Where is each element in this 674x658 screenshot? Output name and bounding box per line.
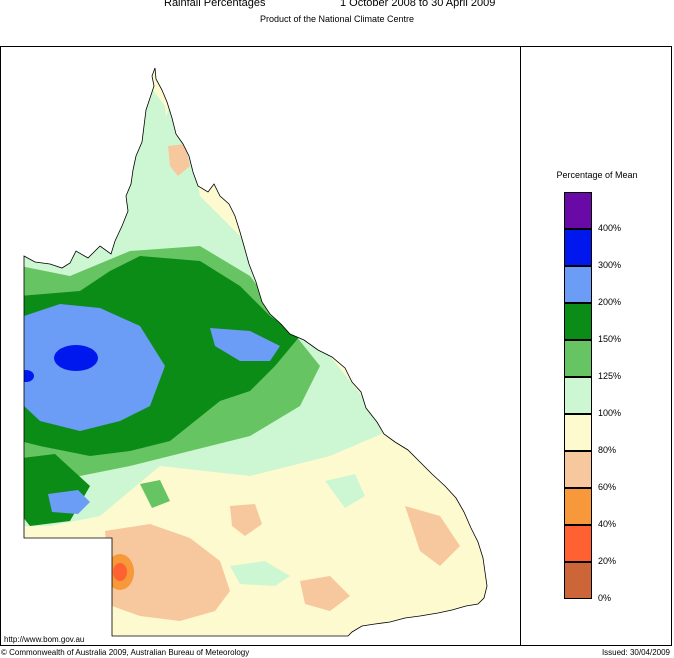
map-subtitle: Product of the National Climate Centre xyxy=(259,14,415,24)
legend-tick-label: 40% xyxy=(598,519,617,529)
legend-swatch xyxy=(564,451,592,488)
footer-url[interactable]: http://www.bom.gov.au xyxy=(4,635,85,644)
map-title: Rainfall Percentages xyxy=(164,0,266,9)
legend-swatch xyxy=(564,192,592,229)
queensland-rainfall-map xyxy=(23,67,488,637)
legend-divider xyxy=(520,46,521,646)
legend-tick-label: 0% xyxy=(598,593,612,603)
legend-title: Percentage of Mean xyxy=(556,170,638,180)
legend-tick-label: 400% xyxy=(598,223,622,233)
footer-copyright: © Commonwealth of Australia 2009, Austra… xyxy=(1,648,250,657)
map-frame xyxy=(0,46,672,646)
legend-swatch xyxy=(564,266,592,303)
legend-tick-label: 60% xyxy=(598,482,617,492)
band-200-300 xyxy=(24,304,165,431)
footer-issued: Issued: 30/04/2009 xyxy=(601,648,670,657)
band-200-300-east xyxy=(210,328,280,361)
band-60-80-southwest xyxy=(105,524,230,621)
legend-tick-label: 20% xyxy=(598,556,617,566)
legend-swatch xyxy=(564,414,592,451)
legend-swatch xyxy=(564,377,592,414)
state-outline xyxy=(23,67,488,637)
legend-tick-label: 150% xyxy=(598,334,622,344)
legend-swatch xyxy=(564,303,592,340)
map-period: 1 October 2008 to 30 April 2009 xyxy=(340,0,496,9)
legend-tick-label: 80% xyxy=(598,445,617,455)
legend-tick-label: 125% xyxy=(598,371,622,381)
legend-tick-label: 300% xyxy=(598,260,622,270)
band-300-400 xyxy=(54,345,98,371)
legend-tick-label: 100% xyxy=(598,408,622,418)
legend-swatch xyxy=(564,562,592,599)
legend-swatch xyxy=(564,340,592,377)
legend-tick-label: 200% xyxy=(598,297,622,307)
legend-swatch xyxy=(564,229,592,266)
legend-swatch xyxy=(564,525,592,562)
band-200-300-west xyxy=(48,490,90,514)
legend-swatch xyxy=(564,488,592,525)
